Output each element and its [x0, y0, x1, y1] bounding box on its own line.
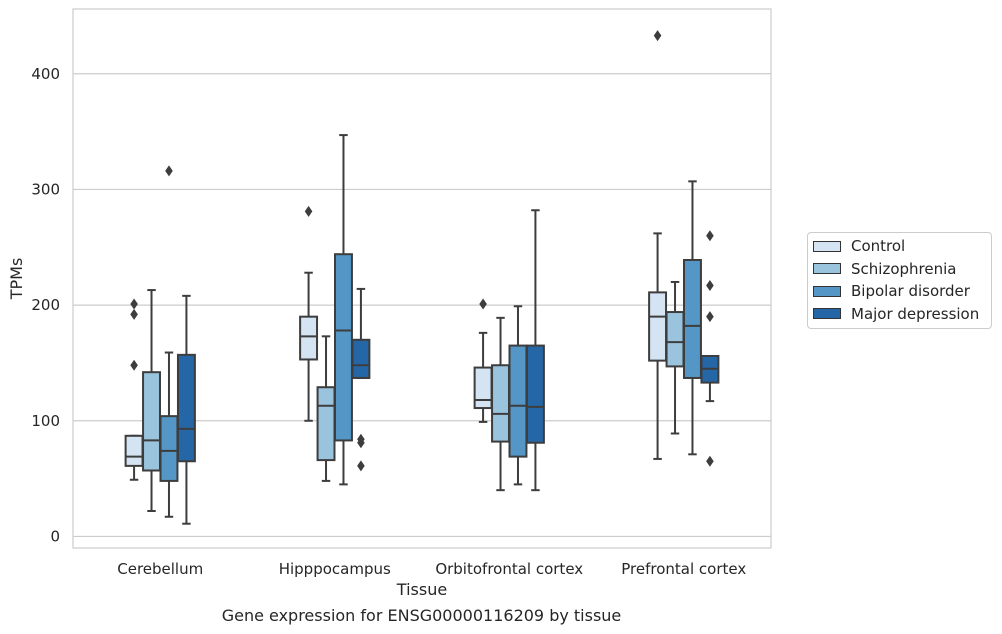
y-tick-label: 400: [31, 65, 60, 83]
box-3-2: [525, 209, 545, 492]
legend-swatch: [813, 263, 841, 275]
outlier-point: [304, 205, 313, 217]
box-2-2: [508, 305, 528, 486]
legend-label: Bipolar disorder: [851, 282, 970, 301]
box-iqr: [491, 364, 510, 443]
y-tick-label: 200: [31, 296, 60, 314]
box-1-3: [665, 280, 685, 435]
outlier-point: [479, 298, 487, 310]
box-2-1: [334, 134, 353, 486]
x-tick-label: Prefrontal cortex: [621, 560, 746, 578]
outlier-point: [706, 279, 714, 291]
legend-item: Control: [808, 235, 991, 258]
outlier-point: [706, 311, 714, 323]
box-2-0: [159, 165, 179, 518]
legend-item: Bipolar disorder: [808, 280, 991, 303]
y-tick-label: 0: [50, 527, 60, 545]
legend-swatch: [813, 308, 841, 320]
box-iqr: [299, 315, 319, 361]
outlier-point: [130, 298, 138, 310]
outlier-point: [653, 30, 662, 42]
legend-label: Control: [851, 237, 906, 256]
outlier-point: [706, 230, 714, 242]
box-1-1: [316, 335, 336, 482]
outlier-point: [130, 308, 138, 320]
legend-label: Major depression: [851, 304, 980, 323]
box-1-0: [142, 289, 161, 512]
box-0-2: [473, 298, 493, 423]
legend-label: Schizophrenia: [851, 259, 957, 278]
y-tick-label: 300: [31, 180, 60, 198]
box-iqr: [525, 344, 545, 444]
box-iqr: [648, 291, 668, 362]
box-iqr: [159, 415, 179, 482]
outlier-point: [357, 460, 365, 472]
box-iqr: [683, 258, 702, 379]
x-axis-label: Tissue: [396, 580, 447, 599]
outlier-point: [357, 433, 365, 445]
legend-swatch: [813, 285, 841, 297]
x-tick-labels: Cerebellum Hipppocampus Orbitofrontal cort…: [117, 560, 746, 578]
box-iqr: [176, 353, 196, 463]
box-3-0: [176, 294, 196, 525]
box-iqr: [351, 338, 371, 379]
box-iqr: [124, 434, 144, 467]
y-axis-label: TPMs: [7, 258, 26, 301]
x-tick-label: Cerebellum: [117, 560, 203, 578]
box-2-3: [683, 180, 702, 456]
box-3-3: [700, 230, 720, 467]
legend-swatch: [813, 240, 841, 252]
boxes: [124, 30, 720, 525]
x-tick-label: Orbitofrontal cortex: [435, 560, 583, 578]
legend-item: Schizophrenia: [808, 258, 991, 281]
x-tick-label: Hipppocampus: [279, 560, 391, 578]
box-0-3: [648, 30, 668, 460]
outlier-point: [165, 165, 173, 177]
box-iqr: [334, 253, 353, 442]
box-1-2: [491, 316, 510, 492]
legend-item: Major depression: [808, 303, 991, 326]
box-0-1: [299, 205, 319, 422]
outlier-point: [706, 455, 714, 467]
box-0-0: [124, 298, 144, 481]
box-iqr: [665, 311, 685, 368]
y-tick-label: 100: [31, 412, 60, 430]
y-tick-labels: 0 100 200 300 400: [31, 65, 60, 546]
box-iqr: [142, 371, 161, 472]
box-iqr: [508, 344, 528, 458]
outlier-point: [130, 359, 138, 371]
plot-frame: [72, 8, 772, 549]
box-3-1: [351, 287, 371, 472]
box-iqr: [316, 386, 336, 462]
legend: Control Schizophrenia Bipolar disorder Majo…: [807, 232, 992, 329]
box-iqr: [473, 366, 493, 410]
chart-caption: Gene expression for ENSG00000116209 by t…: [221, 606, 622, 625]
